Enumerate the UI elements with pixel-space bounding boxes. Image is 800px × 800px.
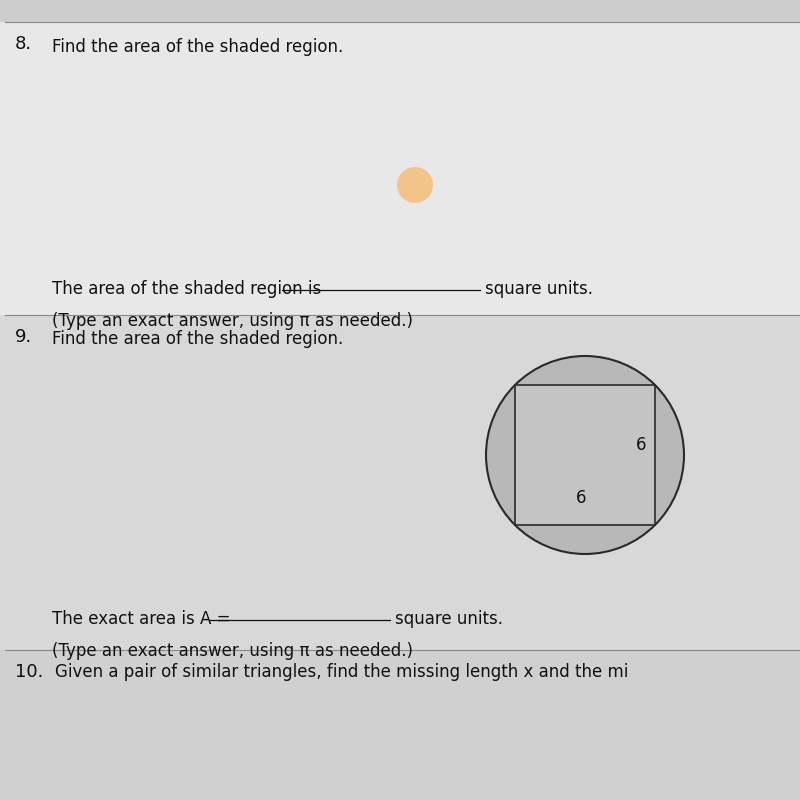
Text: 6: 6 [635,435,646,454]
Text: (Type an exact answer, using π as needed.): (Type an exact answer, using π as needed… [52,312,413,330]
Text: The exact area is A =: The exact area is A = [52,610,230,628]
Text: (Type an exact answer, using π as needed.): (Type an exact answer, using π as needed… [52,642,413,660]
Bar [0,650,800,800]
Circle shape [397,167,433,203]
Text: 8.: 8. [15,35,32,53]
Text: Find the area of the shaded region.: Find the area of the shaded region. [52,38,343,56]
Text: Given a pair of similar triangles, find the missing length x and the mi: Given a pair of similar triangles, find … [55,663,628,681]
Bar [0,22,800,315]
Text: square units.: square units. [395,610,503,628]
Text: 10.: 10. [15,663,43,681]
Text: The area of the shaded region is: The area of the shaded region is [52,280,322,298]
Bar [0,315,800,650]
Text: Find the area of the shaded region.: Find the area of the shaded region. [52,330,343,348]
Text: 9.: 9. [15,328,32,346]
Text: square units.: square units. [485,280,593,298]
Text: 6: 6 [576,490,586,507]
Bar [515,385,655,525]
Circle shape [486,356,684,554]
